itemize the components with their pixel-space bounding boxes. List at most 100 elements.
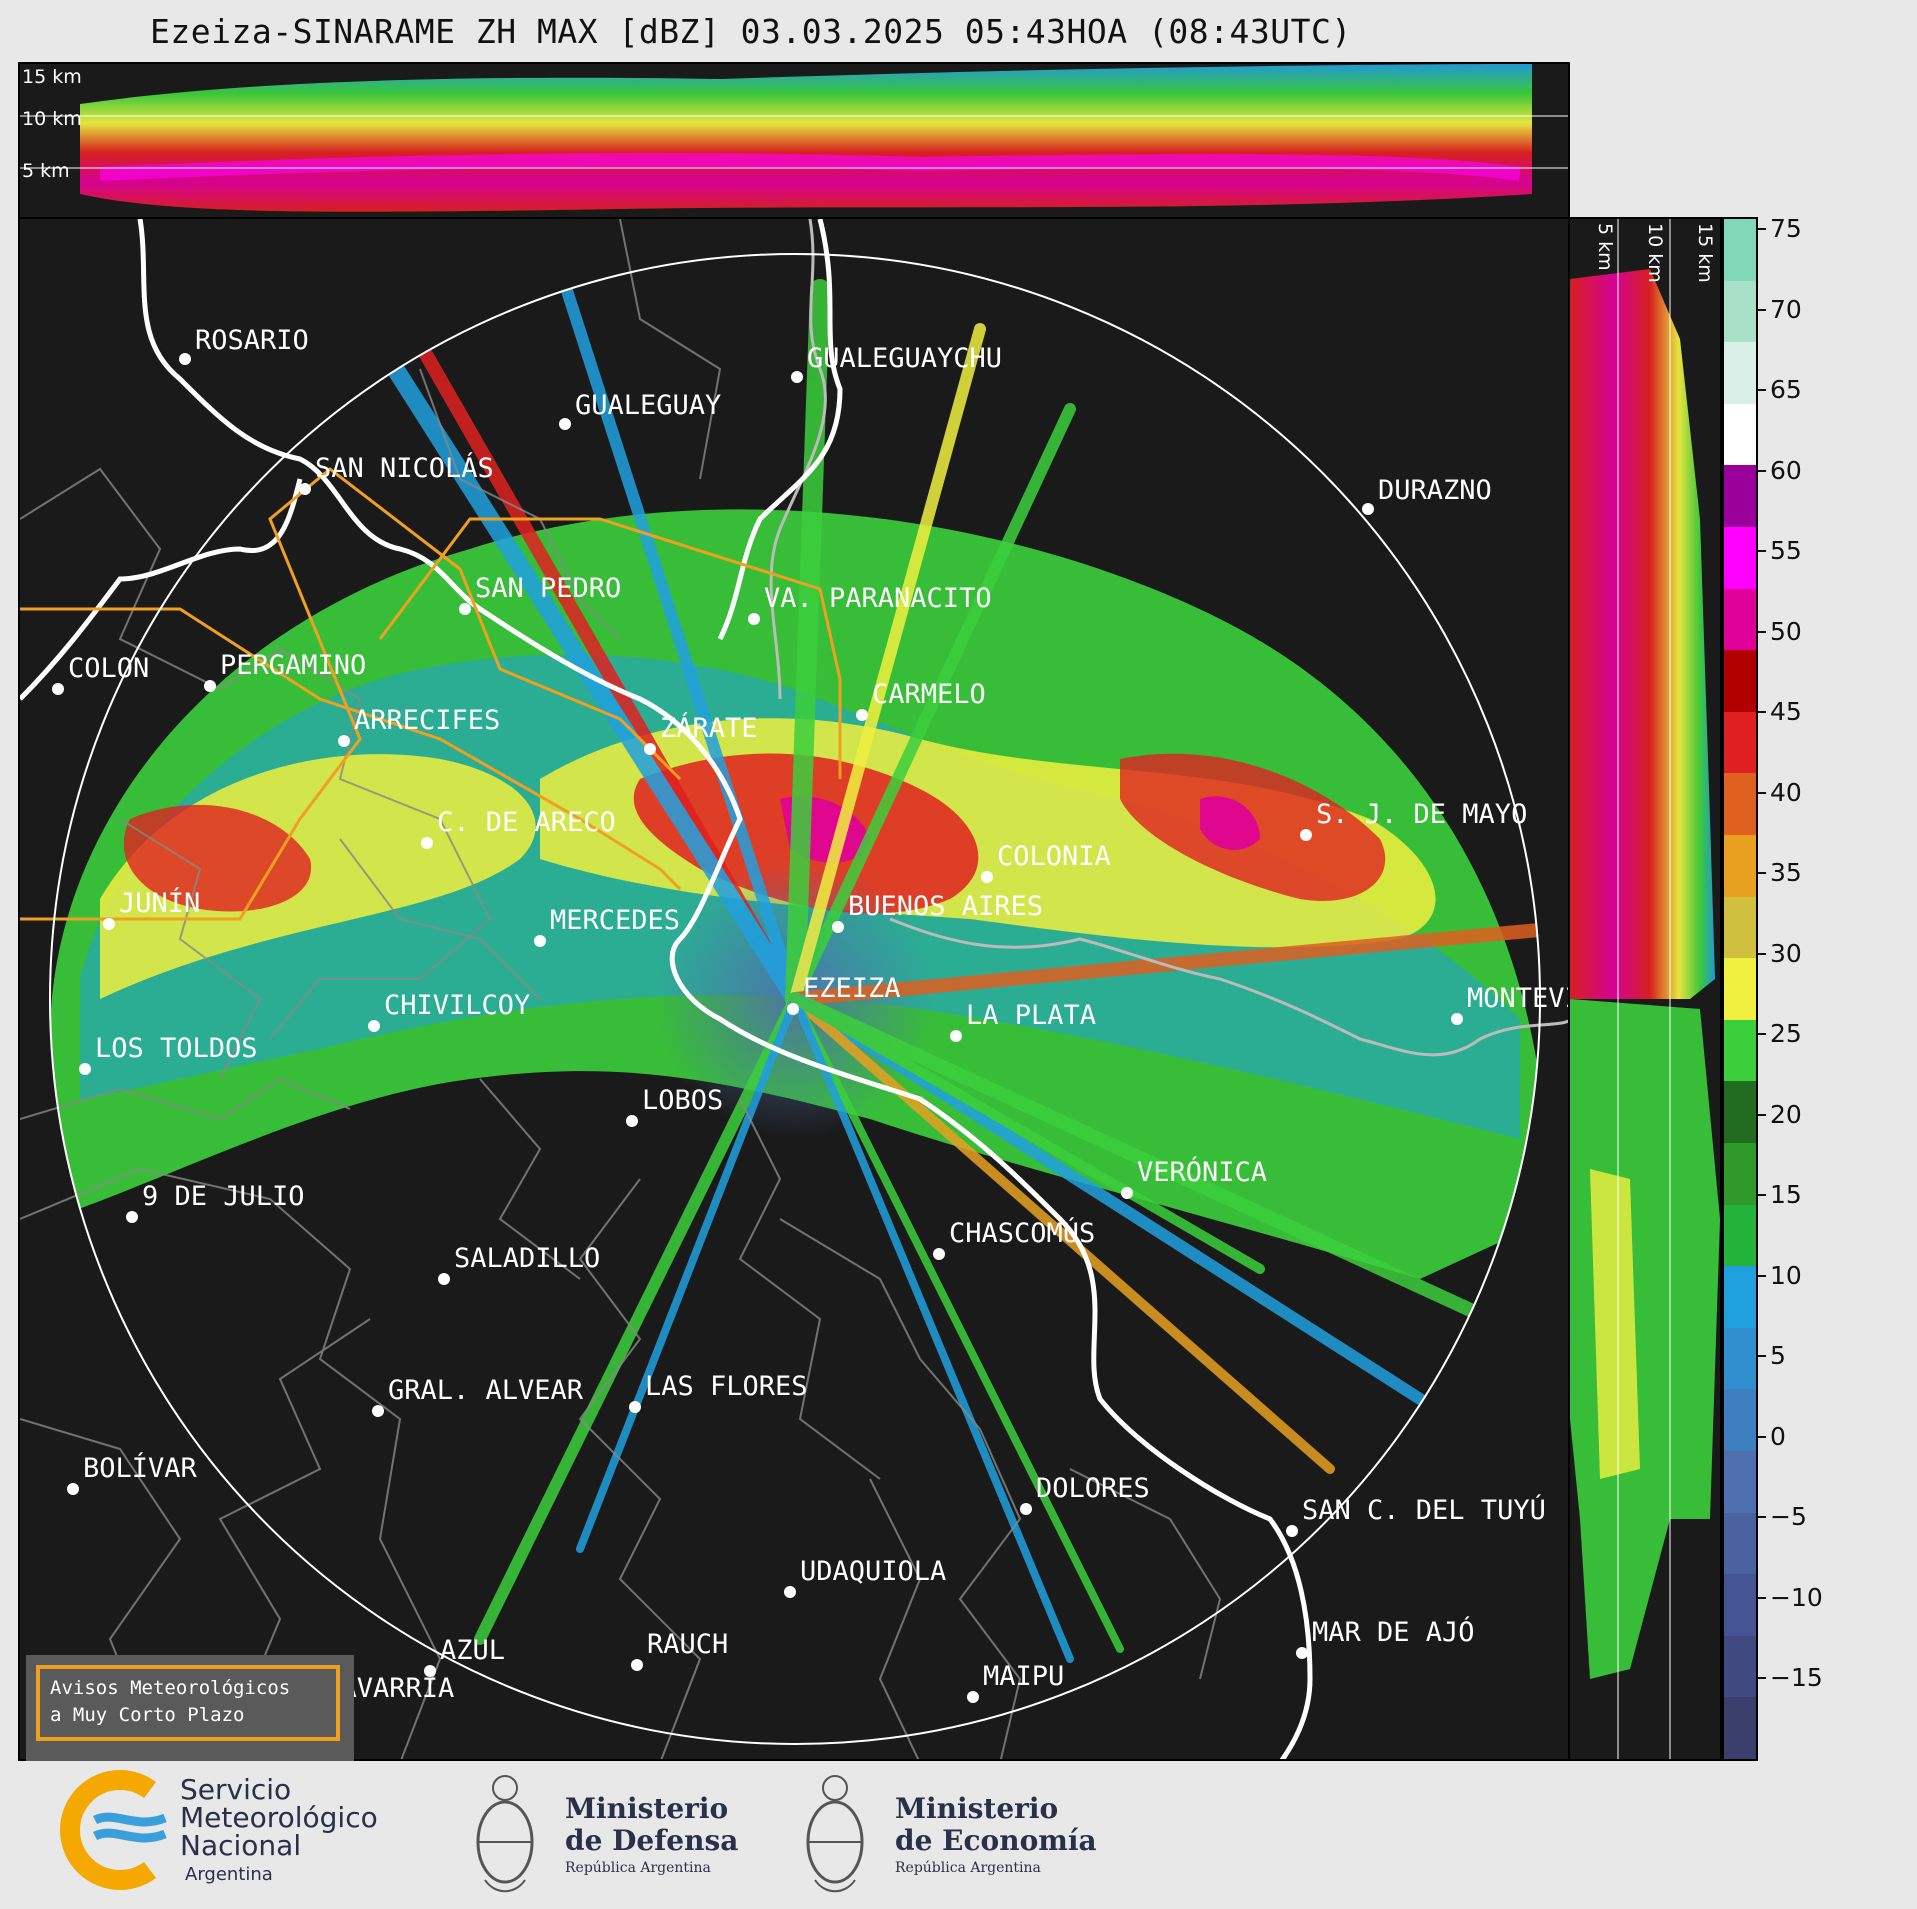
side-echo-upper — [1570, 269, 1715, 999]
city-label: UDAQUIOLA — [800, 1556, 946, 1587]
colorbar-segment — [1724, 1143, 1756, 1206]
city-label: ZÁRATE — [660, 712, 758, 744]
city-label: ROSARIO — [195, 325, 309, 356]
colorbar-segment — [1724, 1081, 1756, 1144]
city-label: COLON — [68, 653, 149, 684]
river-uruguay — [769, 219, 827, 700]
city-marker: DOLORES — [1020, 1473, 1150, 1515]
top-echo-field — [80, 64, 1532, 212]
city-label: CARMELO — [872, 679, 986, 710]
colorbar-tick-label: 70 — [1770, 294, 1802, 324]
side-echo-yellow — [1590, 1169, 1640, 1479]
colorbar-segment — [1724, 403, 1756, 466]
city-label: MAR DE AJÓ — [1312, 1616, 1475, 1648]
colorbar-tick — [1758, 228, 1766, 230]
city-marker: 9 DE JULIO — [126, 1181, 305, 1223]
side-cross-section-plot — [1570, 219, 1720, 1759]
defensa-text-1: Ministerio — [565, 1792, 729, 1825]
colorbar-segment — [1724, 219, 1756, 282]
city-label: RAUCH — [647, 1629, 728, 1660]
colorbar-tick-label: 20 — [1770, 1099, 1802, 1129]
colorbar-segment — [1724, 1697, 1756, 1760]
radar-map-panel: ROSARIO GUALEGUAYCHU GUALEGUAY SAN NICOL… — [18, 217, 1570, 1761]
city-marker: SALADILLO — [438, 1243, 600, 1285]
city-label: SAN PEDRO — [475, 573, 621, 604]
city-label: VERÓNICA — [1137, 1156, 1267, 1188]
top-label-15km: 15 km — [22, 66, 82, 88]
city-marker: COLON — [52, 653, 149, 695]
top-cross-section-panel: 15 km 10 km 5 km — [18, 62, 1570, 219]
city-marker: LOS TOLDOS — [79, 1033, 258, 1075]
city-label: GRAL. ALVEAR — [388, 1375, 584, 1406]
city-label: CHASCOMÚS — [949, 1217, 1095, 1249]
city-label: GUALEGUAY — [575, 390, 721, 421]
city-marker: SAN C. DEL TUYÚ — [1286, 1494, 1546, 1537]
colorbar-segment — [1724, 1389, 1756, 1452]
colorbar-tick — [1758, 469, 1766, 472]
colorbar-tick-label: 45 — [1770, 697, 1802, 726]
colorbar-tick — [1758, 308, 1766, 311]
colorbar-segment — [1724, 773, 1756, 836]
logo-smn: Servicio Meteorológico Nacional Argentin… — [50, 1770, 430, 1900]
city-marker: BUENOS AIRES — [832, 891, 1043, 933]
city-marker: AZUL — [424, 1635, 505, 1677]
reflectivity-field — [50, 263, 1540, 1663]
city-marker: COLONIA — [981, 841, 1111, 883]
colorbar-tick — [1758, 711, 1766, 713]
city-marker: CHIVILCOY — [368, 990, 530, 1032]
city-label: 9 DE JULIO — [142, 1181, 305, 1212]
colorbar-segment — [1724, 958, 1756, 1021]
colorbar-tick-label: −15 — [1770, 1663, 1823, 1692]
colorbar-tick — [1758, 791, 1766, 794]
city-marker: VERÓNICA — [1121, 1156, 1267, 1199]
colorbar-tick — [1758, 872, 1766, 874]
colorbar-tick — [1758, 1194, 1766, 1196]
colorbar-tick — [1758, 1516, 1766, 1518]
defensa-text-2: de Defensa — [565, 1824, 739, 1857]
admin-boundaries — [20, 219, 1222, 1759]
colorbar-segment — [1724, 1266, 1756, 1329]
city-label: MONTEVIDEO — [1467, 983, 1570, 1014]
city-marker: EZEIZA — [787, 973, 901, 1015]
warning-line-2: a Muy Corto Plazo — [50, 1704, 245, 1726]
chart-title: Ezeiza-SINARAME ZH MAX [dBZ] 03.03.2025 … — [150, 12, 1352, 51]
colorbar-tick-label: 50 — [1770, 616, 1802, 646]
coastline-argentina — [137, 219, 1313, 1759]
colorbar-tick-label: 75 — [1770, 214, 1802, 243]
city-marker: MAR DE AJÓ — [1296, 1616, 1475, 1659]
city-marker: PERGAMINO — [204, 650, 366, 692]
city-label: SALADILLO — [454, 1243, 600, 1274]
colorbar-segment — [1724, 465, 1756, 528]
city-label: EZEIZA — [803, 973, 901, 1004]
city-marker: LOBOS — [626, 1085, 723, 1127]
river-parana — [20, 478, 303, 701]
warning-box[interactable]: Avisos Meteorológicos a Muy Corto Plazo — [26, 1655, 354, 1761]
city-label: COLONIA — [997, 841, 1111, 872]
city-label: JUNÍN — [119, 887, 200, 919]
city-label: C. DE ARECO — [437, 807, 616, 838]
logo-ministerio-economia: Ministerio de Economía República Argenti… — [800, 1770, 1100, 1900]
colorbar-segment — [1724, 1574, 1756, 1637]
city-label: CHIVILCOY — [384, 990, 530, 1021]
colorbar-segment — [1724, 1451, 1756, 1514]
city-marker: BOLÍVAR — [67, 1452, 198, 1495]
side-label-10km: 10 km — [1644, 223, 1666, 283]
city-marker: GRAL. ALVEAR — [372, 1375, 584, 1417]
colorbar-tick — [1758, 550, 1766, 552]
colorbar-segment — [1724, 342, 1756, 405]
top-cross-section-plot — [20, 64, 1568, 212]
colorbar-tick — [1758, 1435, 1766, 1438]
city-label: AZUL — [440, 1635, 505, 1666]
city-label: DURAZNO — [1378, 475, 1492, 506]
city-marker: MAIPU — [967, 1661, 1064, 1703]
colorbar-segment — [1724, 1327, 1756, 1390]
smn-emblem-icon — [60, 1770, 167, 1890]
colorbar-tick-label: 10 — [1770, 1260, 1802, 1290]
colorbar-segment — [1724, 835, 1756, 898]
city-marker: GUALEGUAYCHU — [791, 343, 1002, 383]
colorbar-tick — [1758, 952, 1766, 955]
smn-text-3: Nacional — [180, 1829, 302, 1862]
colorbar-tick-label: 15 — [1770, 1180, 1802, 1209]
logo-ministerio-defensa: Ministerio de Defensa República Argentin… — [470, 1770, 770, 1900]
city-label: BOLÍVAR — [83, 1452, 198, 1484]
